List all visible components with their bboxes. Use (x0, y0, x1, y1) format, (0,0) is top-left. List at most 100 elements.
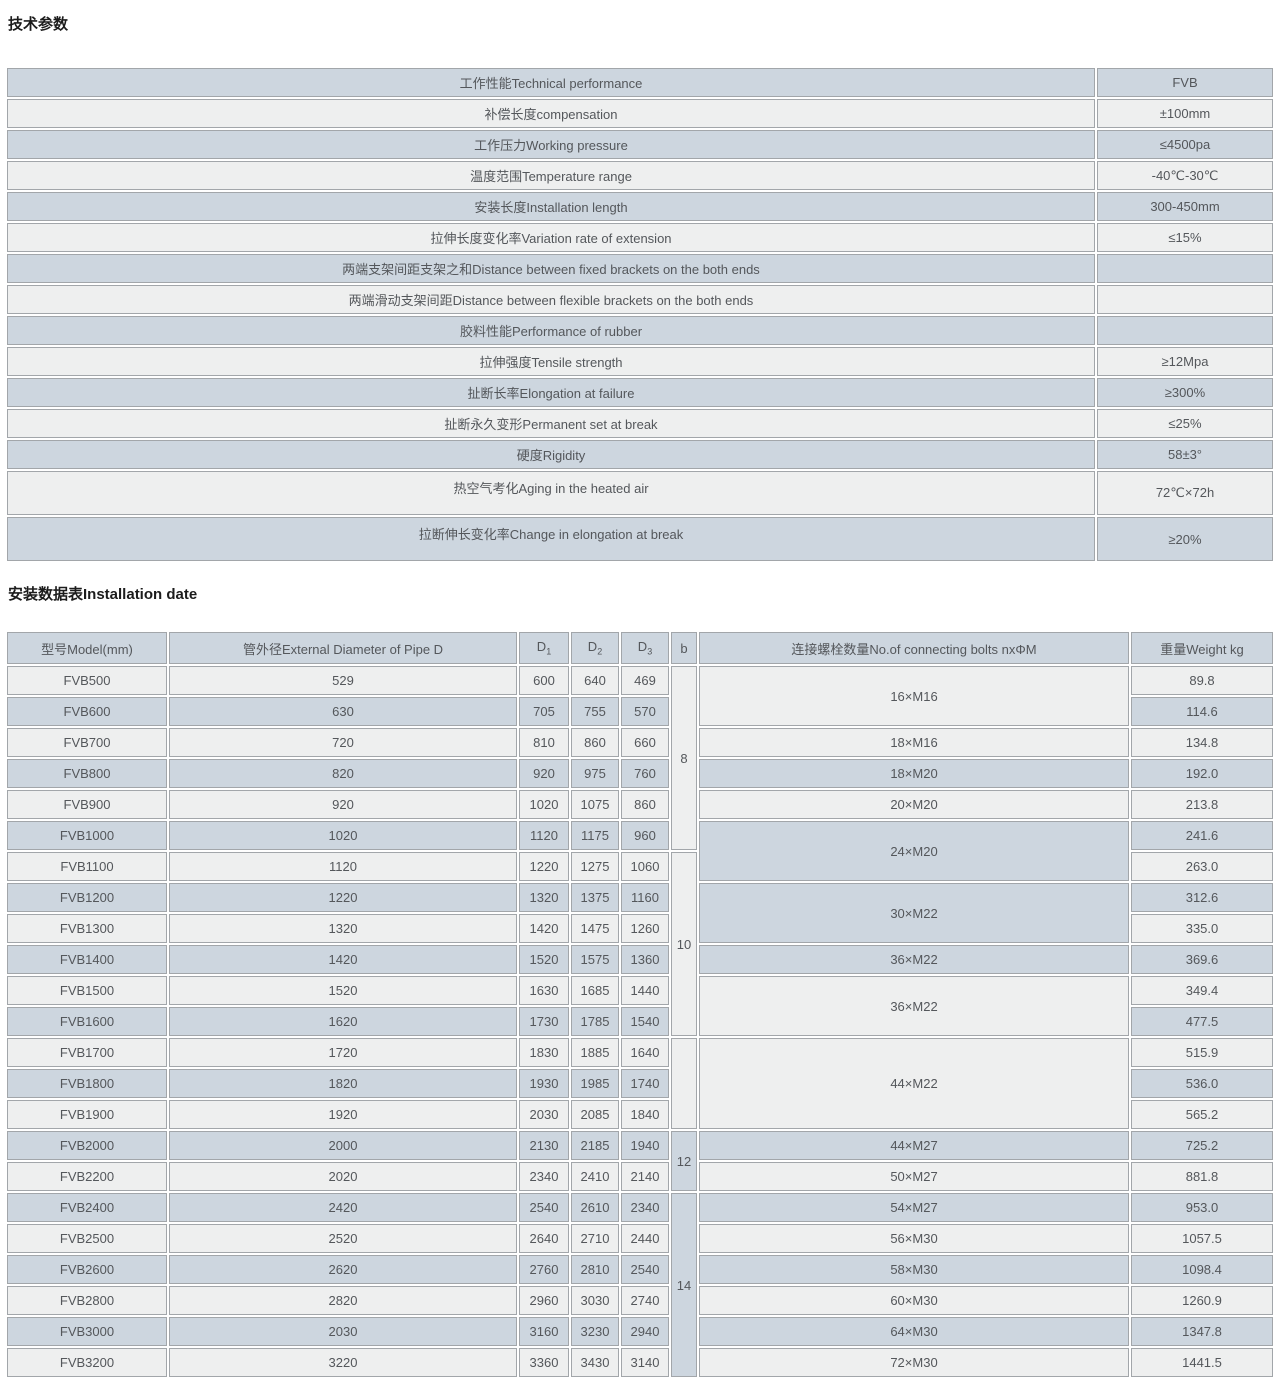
install-table-row: FVB1800 1820 1930 1985 1740 536.0 (7, 1069, 1273, 1098)
col-header-d3: D3 (621, 632, 669, 664)
install-table-row: FVB500 529 600 640 469 8 16×M16 89.8 (7, 666, 1273, 850)
model-cell: FVB2400 (7, 1193, 167, 1222)
tech-table-row: 拉伸长度变化率Variation rate of extension ≤15% (7, 223, 1273, 252)
tech-param-label: 拉伸长度变化率Variation rate of extension (7, 223, 1095, 252)
weight-cell: 565.2 (1131, 1100, 1273, 1129)
pipe-diameter-cell: 720 (169, 728, 517, 757)
d2-cell: 640 (571, 666, 619, 695)
d3-cell: 3140 (621, 1348, 669, 1377)
model-cell: FVB2500 (7, 1224, 167, 1253)
b-cell: 12 (671, 1131, 697, 1191)
d2-cell: 1075 (571, 790, 619, 819)
tech-param-value: 72℃×72h (1097, 471, 1273, 515)
model-cell: FVB1900 (7, 1100, 167, 1129)
col-header-d1: D1 (519, 632, 569, 664)
pipe-diameter-cell: 920 (169, 790, 517, 819)
install-table-header-row: 型号Model(mm) 管外径External Diameter of Pipe … (7, 632, 1273, 664)
technical-parameters-table: 工作性能Technical performance FVB 补偿长度compensa… (5, 66, 1275, 563)
header-text: 重量Weight kg (1160, 641, 1244, 657)
install-table-row: FVB1100 1120 1220 1275 1060 10 263.0 (7, 852, 1273, 1036)
model-cell: FVB2800 (7, 1286, 167, 1315)
d3-cell: 660 (621, 728, 669, 757)
d2-cell: 860 (571, 728, 619, 757)
b-cell: 8 (671, 666, 697, 850)
d2-cell: 1885 (571, 1038, 619, 1067)
model-cell: FVB1000 (7, 821, 167, 850)
tech-param-value: ≥20% (1097, 517, 1273, 561)
header-subscript: 2 (597, 646, 603, 657)
tech-table-row: 硬度Rigidity 58±3° (7, 440, 1273, 469)
install-table-row: FVB600 630 705 755 570 114.6 (7, 697, 1273, 726)
d1-cell: 1730 (519, 1007, 569, 1036)
tech-table-row: 补偿长度compensation ±100mm (7, 99, 1273, 128)
col-header-weight: 重量Weight kg (1131, 632, 1273, 664)
bolts-cell: 44×M27 (699, 1131, 1129, 1160)
install-table-row: FVB800 820 920 975 760 18×M20 192.0 (7, 759, 1273, 788)
install-table-row: FVB700 720 810 860 660 18×M16 134.8 (7, 728, 1273, 757)
install-table-row: FVB1200 1220 1320 1375 1160 30×M22 312.6 (7, 883, 1273, 943)
d2-cell: 1375 (571, 883, 619, 912)
d2-cell: 975 (571, 759, 619, 788)
d1-cell: 1930 (519, 1069, 569, 1098)
pipe-diameter-cell: 820 (169, 759, 517, 788)
bolts-cell: 58×M30 (699, 1255, 1129, 1284)
install-table-row: FVB3000 2030 3160 3230 2940 64×M30 1347.8 (7, 1317, 1273, 1346)
installation-data-table: 型号Model(mm) 管外径External Diameter of Pipe … (5, 630, 1275, 1379)
tech-param-value (1097, 254, 1273, 283)
bolts-cell: 72×M30 (699, 1348, 1129, 1377)
d3-cell: 860 (621, 790, 669, 819)
tech-param-value: ≥300% (1097, 378, 1273, 407)
d1-cell: 1630 (519, 976, 569, 1005)
tech-table-row: 拉断伸长变化率Change in elongation at break ≥20% (7, 517, 1273, 561)
tech-param-value: FVB (1097, 68, 1273, 97)
bolts-cell: 16×M16 (699, 666, 1129, 726)
tech-param-label: 温度范围Temperature range (7, 161, 1095, 190)
pipe-diameter-cell: 2000 (169, 1131, 517, 1160)
d1-cell: 1320 (519, 883, 569, 912)
d2-cell: 1475 (571, 914, 619, 943)
tech-param-label: 安装长度Installation length (7, 192, 1095, 221)
weight-cell: 89.8 (1131, 666, 1273, 695)
d3-cell: 1940 (621, 1131, 669, 1160)
weight-cell: 881.8 (1131, 1162, 1273, 1191)
model-cell: FVB1400 (7, 945, 167, 974)
model-cell: FVB2600 (7, 1255, 167, 1284)
tech-param-value: ≤15% (1097, 223, 1273, 252)
b-cell (671, 1038, 697, 1129)
d3-cell: 2940 (621, 1317, 669, 1346)
tech-param-value: ≤4500pa (1097, 130, 1273, 159)
d1-cell: 1020 (519, 790, 569, 819)
header-text: D (587, 639, 598, 655)
b-cell: 10 (671, 852, 697, 1036)
install-table-row: FVB1300 1320 1420 1475 1260 335.0 (7, 914, 1273, 943)
model-cell: FVB1600 (7, 1007, 167, 1036)
d2-cell: 1275 (571, 852, 619, 881)
tech-table-row: 扯断永久变形Permanent set at break ≤25% (7, 409, 1273, 438)
pipe-diameter-cell: 1320 (169, 914, 517, 943)
d2-cell: 3030 (571, 1286, 619, 1315)
install-table-row: FVB1400 1420 1520 1575 1360 36×M22 369.6 (7, 945, 1273, 974)
tech-table-row: 拉伸强度Tensile strength ≥12Mpa (7, 347, 1273, 376)
tech-param-value: -40℃-30℃ (1097, 161, 1273, 190)
weight-cell: 349.4 (1131, 976, 1273, 1005)
d1-cell: 2130 (519, 1131, 569, 1160)
d1-cell: 1220 (519, 852, 569, 881)
bolts-cell: 50×M27 (699, 1162, 1129, 1191)
pipe-diameter-cell: 2030 (169, 1317, 517, 1346)
d1-cell: 2540 (519, 1193, 569, 1222)
d1-cell: 2640 (519, 1224, 569, 1253)
d3-cell: 960 (621, 821, 669, 850)
install-table-row: FVB3200 3220 3360 3430 3140 72×M30 1441.5 (7, 1348, 1273, 1377)
tech-table-row: 工作性能Technical performance FVB (7, 68, 1273, 97)
model-cell: FVB3200 (7, 1348, 167, 1377)
pipe-diameter-cell: 630 (169, 697, 517, 726)
model-cell: FVB1500 (7, 976, 167, 1005)
d3-cell: 1640 (621, 1038, 669, 1067)
tech-param-label: 拉伸强度Tensile strength (7, 347, 1095, 376)
header-text: D (637, 639, 648, 655)
d1-cell: 810 (519, 728, 569, 757)
tech-param-label: 扯断长率Elongation at failure (7, 378, 1095, 407)
tech-param-value: ±100mm (1097, 99, 1273, 128)
tech-table-row: 两端支架间距支架之和Distance between fixed bracket… (7, 254, 1273, 283)
d3-cell: 1440 (621, 976, 669, 1005)
